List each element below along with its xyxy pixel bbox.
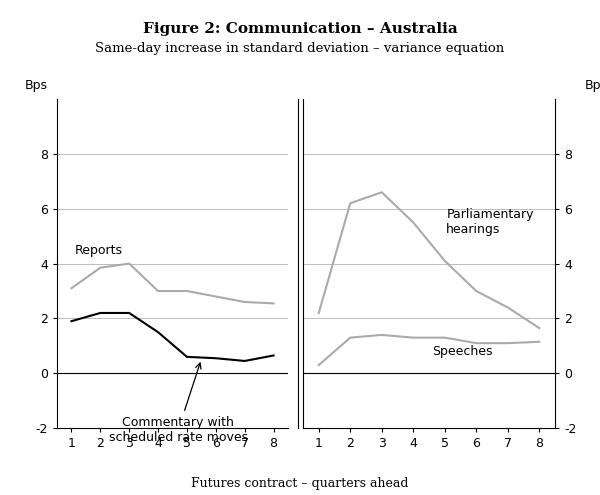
Text: Parliamentary
hearings: Parliamentary hearings — [446, 208, 534, 237]
Text: Bps: Bps — [25, 79, 47, 93]
Text: Speeches: Speeches — [432, 346, 493, 358]
Text: Bps: Bps — [585, 79, 600, 93]
Text: Figure 2: Communication – Australia: Figure 2: Communication – Australia — [143, 22, 457, 36]
Text: Reports: Reports — [74, 244, 122, 257]
Text: Same-day increase in standard deviation – variance equation: Same-day increase in standard deviation … — [95, 42, 505, 55]
Text: Futures contract – quarters ahead: Futures contract – quarters ahead — [191, 477, 409, 490]
Text: Commentary with
scheduled rate moves: Commentary with scheduled rate moves — [109, 363, 248, 444]
